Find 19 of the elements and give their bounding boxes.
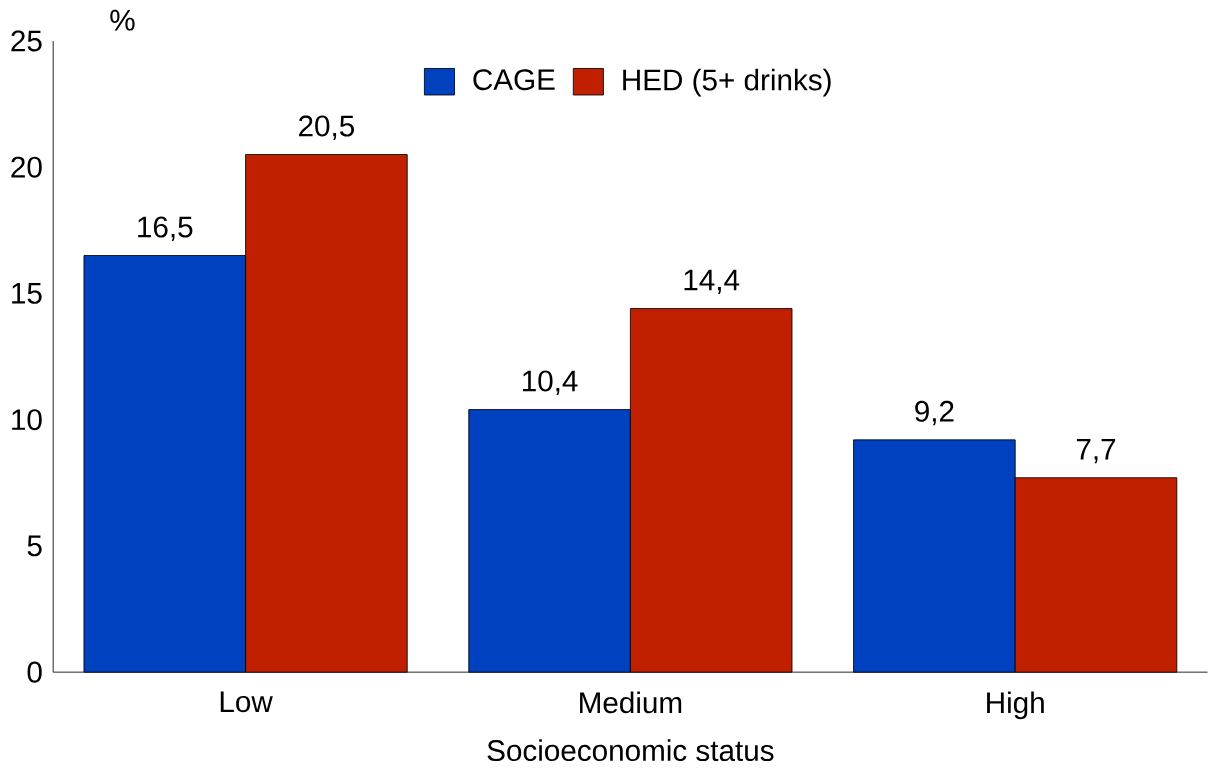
data-label: 14,4: [684, 269, 740, 295]
data-label: 16,5: [138, 216, 193, 241]
y-tick-label: 5: [27, 535, 42, 557]
x-axis-title: Socioeconomic status: [487, 739, 774, 762]
data-label: 7,7: [1076, 439, 1116, 464]
y-tick-label: 25: [11, 30, 42, 52]
y-axis-title: %: [110, 9, 135, 31]
data-label: 20,5: [299, 115, 354, 141]
y-tick-label: 10: [12, 409, 42, 431]
y-tick-label: 20: [11, 156, 42, 178]
y-tick-label: 15: [12, 283, 42, 304]
x-tick-label: Low: [220, 691, 273, 713]
legend-label: CAGE: [473, 69, 555, 91]
y-tick-label: 0: [27, 661, 42, 683]
x-tick-label: Medium: [580, 691, 682, 714]
x-tick-label: High: [987, 691, 1044, 720]
data-label: 10,4: [522, 370, 578, 396]
legend-label: HED (5+ drinks): [623, 68, 831, 97]
data-label: 9,2: [915, 400, 954, 426]
